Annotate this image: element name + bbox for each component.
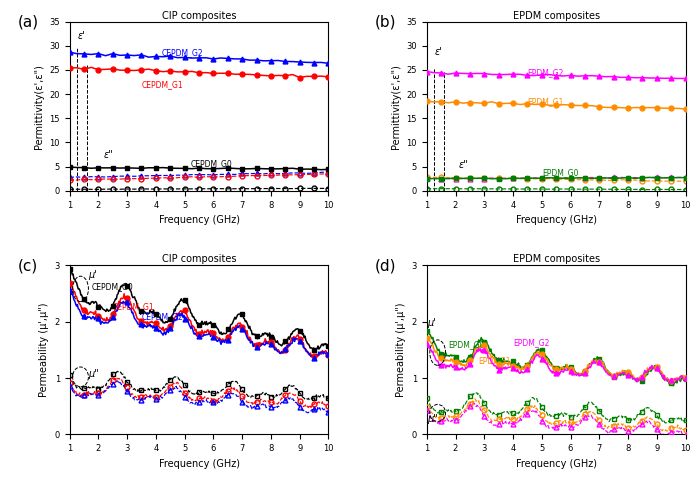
Text: CEPDM_G0: CEPDM_G0 [91, 282, 133, 291]
Text: EPDM_G1: EPDM_G1 [528, 97, 564, 106]
Text: EPDMG1: EPDMG1 [479, 357, 511, 366]
X-axis label: Frequency (GHz): Frequency (GHz) [516, 215, 596, 225]
Text: EPDM_G2: EPDM_G2 [528, 68, 564, 77]
Text: (c): (c) [18, 258, 38, 274]
Text: (a): (a) [18, 15, 39, 30]
Text: μ": μ" [88, 369, 99, 379]
Text: CEPDM_G1: CEPDM_G1 [113, 302, 155, 311]
Text: EPDM_G0: EPDM_G0 [448, 340, 485, 349]
Text: μ': μ' [88, 270, 97, 280]
Text: (b): (b) [375, 15, 397, 30]
Text: ε': ε' [434, 48, 443, 58]
Text: μ': μ' [427, 318, 436, 328]
Y-axis label: Permittivity(ε',ε"): Permittivity(ε',ε") [391, 64, 401, 149]
Y-axis label: Permittivity(ε',ε"): Permittivity(ε',ε") [33, 64, 44, 149]
Text: ε': ε' [77, 31, 85, 40]
Text: CEPDM_G1: CEPDM_G1 [141, 80, 183, 89]
Y-axis label: Permeability (μ',μ"): Permeability (μ',μ") [39, 302, 49, 397]
X-axis label: Frequency (GHz): Frequency (GHz) [159, 459, 239, 468]
Text: CEPDM_G2: CEPDM_G2 [161, 48, 203, 58]
Text: EPDM_G2: EPDM_G2 [513, 338, 549, 348]
Text: CEPDM_G0: CEPDM_G0 [191, 159, 232, 168]
Title: CIP composites: CIP composites [161, 11, 236, 21]
Text: ε": ε" [104, 150, 114, 160]
Text: EPDM_G0: EPDM_G0 [541, 168, 578, 177]
Text: (d): (d) [375, 258, 397, 274]
Text: μ": μ" [427, 414, 438, 424]
Title: EPDM composites: EPDM composites [512, 254, 600, 264]
Text: ε": ε" [459, 159, 468, 169]
Title: EPDM composites: EPDM composites [512, 11, 600, 21]
Y-axis label: Permeability (μ',μ"): Permeability (μ',μ") [396, 302, 406, 397]
X-axis label: Frequency (GHz): Frequency (GHz) [516, 459, 596, 468]
X-axis label: Frequency (GHz): Frequency (GHz) [159, 215, 239, 225]
Title: CIP composites: CIP composites [161, 254, 236, 264]
Text: CEPDM_G2: CEPDM_G2 [141, 312, 183, 321]
